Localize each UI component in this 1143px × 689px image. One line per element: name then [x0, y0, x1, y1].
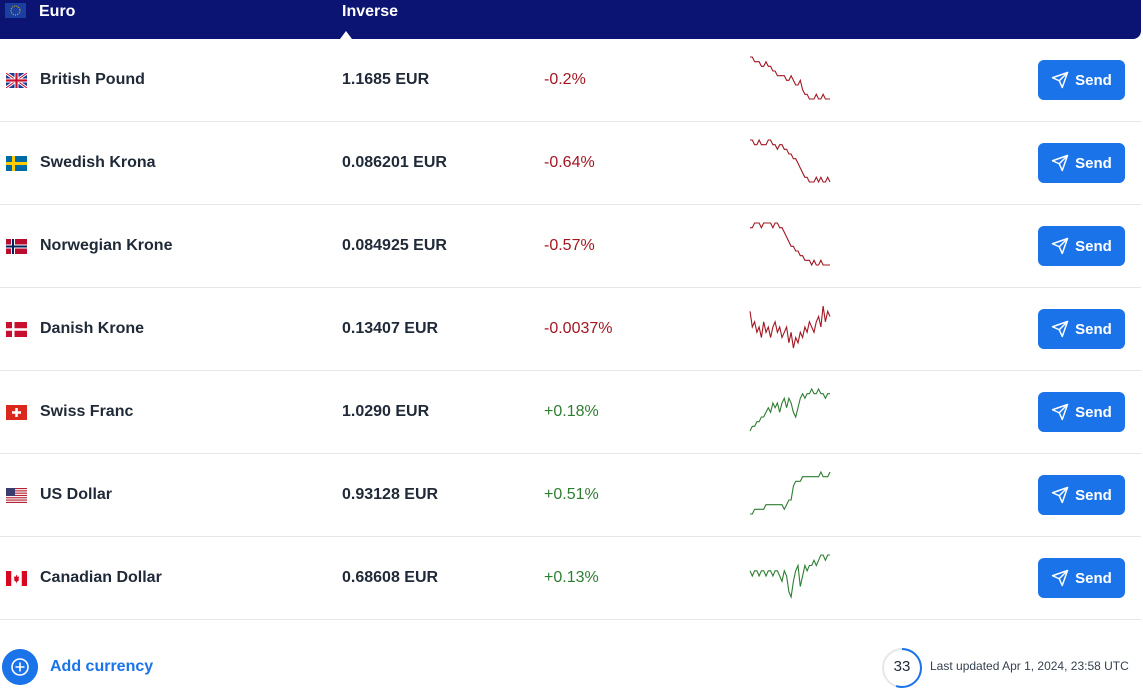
se-flag-icon — [6, 156, 27, 171]
send-button-label: Send — [1075, 486, 1112, 504]
currency-row: British Pound 1.1685 EUR -0.2% Send — [0, 39, 1141, 122]
exchange-rate: 1.0290 EUR — [342, 403, 430, 420]
rate-change: +0.18% — [544, 403, 599, 420]
sparkline-path — [750, 222, 830, 267]
currency-name[interactable]: Danish Krone — [40, 320, 145, 337]
sparkline-path — [750, 56, 830, 100]
base-currency-label[interactable]: Euro — [39, 3, 76, 20]
currency-row: Norwegian Krone 0.084925 EUR -0.57% Send — [0, 205, 1141, 288]
eu-flag-icon — [5, 3, 26, 18]
send-paper-plane-icon — [1051, 71, 1069, 89]
send-button[interactable]: Send — [1038, 558, 1125, 598]
rate-change: -0.57% — [544, 237, 595, 254]
active-tab-indicator — [340, 31, 352, 39]
rate-change: -0.64% — [544, 154, 595, 171]
send-button-label: Send — [1075, 154, 1112, 172]
trend-sparkline[interactable] — [749, 304, 831, 350]
currency-row: US Dollar 0.93128 EUR +0.51% Send — [0, 454, 1141, 537]
currency-name[interactable]: Swiss Franc — [40, 403, 134, 420]
add-currency-icon[interactable] — [2, 649, 38, 685]
currency-name[interactable]: Swedish Krona — [40, 154, 156, 171]
table-header: Euro Inverse — [0, 0, 1141, 39]
send-button-label: Send — [1075, 320, 1112, 338]
trend-sparkline[interactable] — [749, 138, 831, 184]
exchange-rate: 0.084925 EUR — [342, 237, 447, 254]
trend-sparkline[interactable] — [749, 221, 831, 267]
trend-sparkline[interactable] — [749, 553, 831, 599]
currency-name[interactable]: US Dollar — [40, 486, 113, 503]
refresh-countdown: 33 — [893, 658, 911, 675]
inverse-tab[interactable]: Inverse — [342, 3, 399, 20]
sparkline-path — [749, 387, 830, 432]
sparkline-path — [749, 305, 831, 349]
currency-list: British Pound 1.1685 EUR -0.2% Send Swedish … — [0, 39, 1141, 620]
sparkline-path — [750, 138, 831, 184]
last-updated-text: Last updated Apr 1, 2024, 23:58 UTC — [930, 659, 1129, 673]
send-button[interactable]: Send — [1038, 226, 1125, 266]
send-button[interactable]: Send — [1038, 143, 1125, 183]
send-button[interactable]: Send — [1038, 475, 1125, 515]
send-paper-plane-icon — [1051, 403, 1069, 421]
send-paper-plane-icon — [1051, 237, 1069, 255]
send-paper-plane-icon — [1051, 154, 1069, 172]
currency-row: Canadian Dollar 0.68608 EUR +0.13% Send — [0, 537, 1141, 620]
exchange-rate: 1.1685 EUR — [342, 71, 430, 88]
send-paper-plane-icon — [1051, 569, 1069, 587]
currency-row: Danish Krone 0.13407 EUR -0.0037% Send — [0, 288, 1141, 371]
send-button-label: Send — [1075, 403, 1112, 421]
currency-name[interactable]: British Pound — [40, 71, 145, 88]
gb-flag-icon — [6, 73, 27, 88]
currency-name[interactable]: Canadian Dollar — [40, 569, 162, 586]
rate-change: +0.51% — [544, 486, 599, 503]
trend-sparkline[interactable] — [749, 470, 831, 516]
currency-row: Swedish Krona 0.086201 EUR -0.64% Send — [0, 122, 1141, 205]
no-flag-icon — [6, 239, 27, 254]
currency-name[interactable]: Norwegian Krone — [40, 237, 173, 254]
send-button-label: Send — [1075, 569, 1112, 587]
sparkline-path — [749, 554, 830, 599]
currency-row: Swiss Franc 1.0290 EUR +0.18% Send — [0, 371, 1141, 454]
ca-flag-icon — [6, 571, 27, 586]
send-button-label: Send — [1075, 71, 1112, 89]
send-button[interactable]: Send — [1038, 60, 1125, 100]
exchange-rate: 0.13407 EUR — [342, 320, 439, 337]
send-button-label: Send — [1075, 237, 1112, 255]
rate-change: -0.0037% — [544, 320, 613, 337]
add-currency-link[interactable]: Add currency — [50, 658, 154, 675]
ch-flag-icon — [6, 405, 27, 420]
us-flag-icon — [6, 488, 27, 503]
trend-sparkline[interactable] — [749, 55, 831, 101]
rate-change: +0.13% — [544, 569, 599, 586]
send-paper-plane-icon — [1051, 486, 1069, 504]
exchange-rate: 0.086201 EUR — [342, 154, 447, 171]
trend-sparkline[interactable] — [749, 387, 831, 433]
exchange-rate: 0.68608 EUR — [342, 569, 439, 586]
rate-change: -0.2% — [544, 71, 586, 88]
send-button[interactable]: Send — [1038, 309, 1125, 349]
sparkline-path — [750, 470, 831, 515]
send-paper-plane-icon — [1051, 320, 1069, 338]
dk-flag-icon — [6, 322, 27, 337]
footer: Add currency 33 Last updated Apr 1, 2024… — [0, 620, 1143, 688]
exchange-rate: 0.93128 EUR — [342, 486, 439, 503]
send-button[interactable]: Send — [1038, 392, 1125, 432]
